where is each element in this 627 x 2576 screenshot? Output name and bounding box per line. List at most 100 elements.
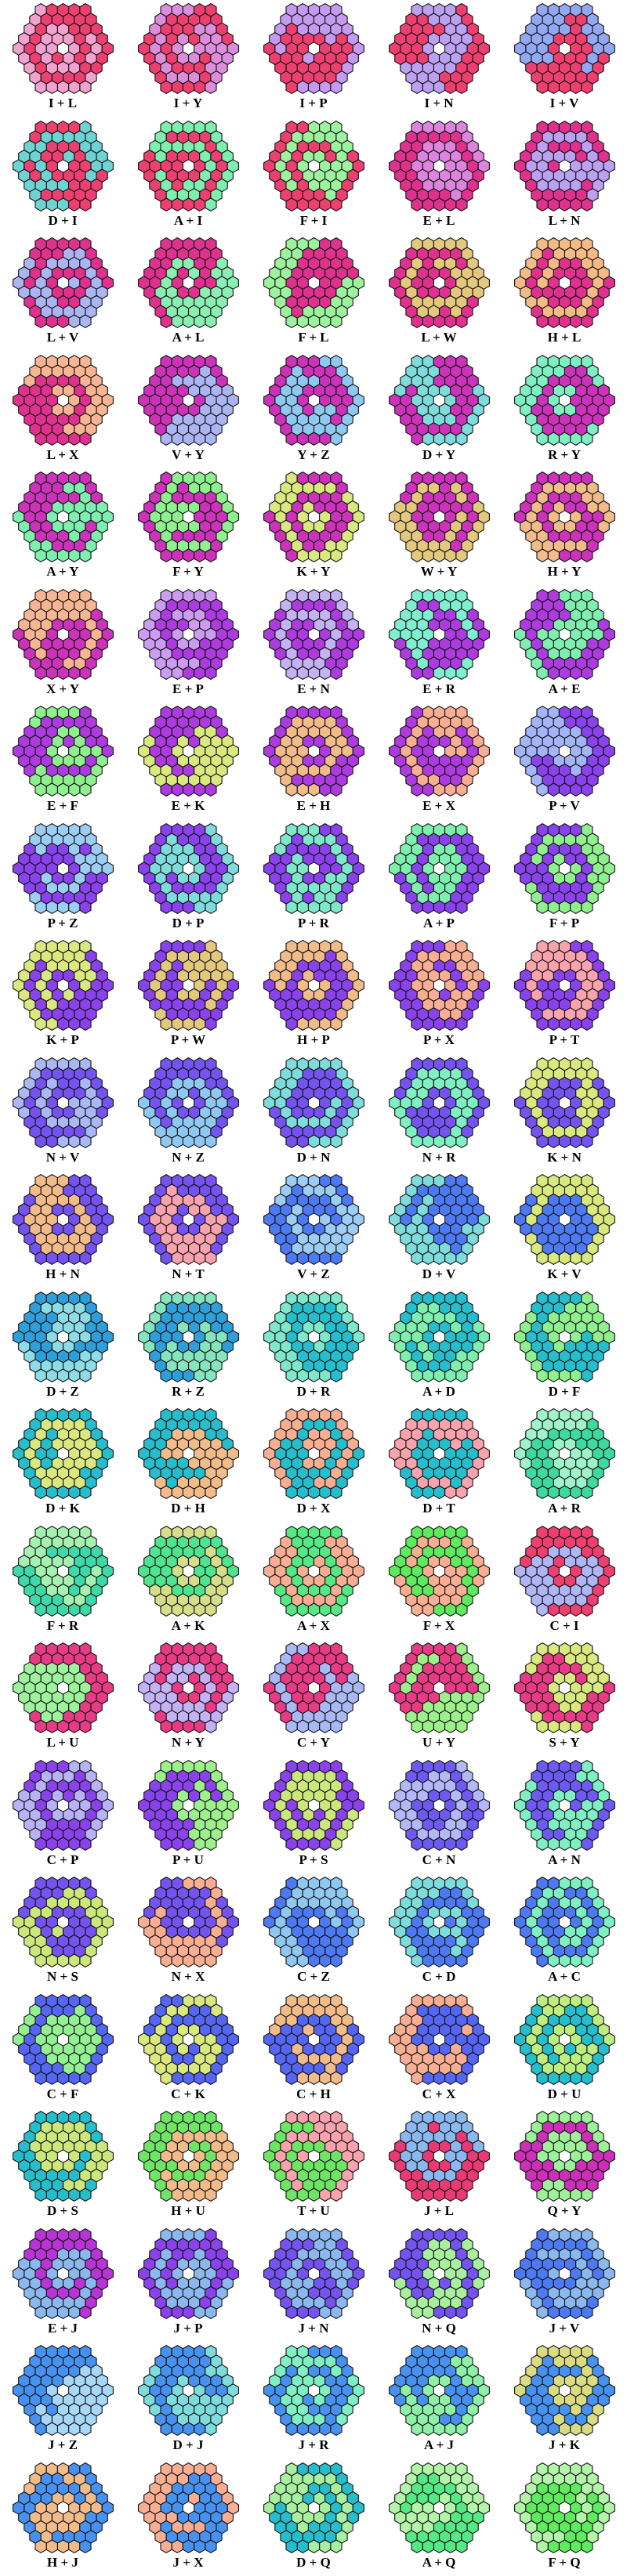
hex-cell	[307, 1836, 320, 1851]
tiling-E+H: E + H	[251, 703, 376, 820]
hex-cell	[101, 744, 114, 758]
hex-cell	[285, 120, 298, 135]
hex-cell	[466, 646, 479, 660]
hex-cell	[444, 782, 456, 797]
hex-cell	[56, 354, 69, 369]
hex-cell	[182, 1291, 194, 1306]
hex-cell	[296, 1525, 309, 1540]
hex-cell	[580, 197, 593, 211]
tiling-A+X: A + X	[251, 1523, 376, 1640]
hex-cell	[444, 1602, 456, 1617]
hex-cell	[159, 1759, 172, 1774]
hex-cell	[182, 1057, 194, 1071]
hexagon-board	[263, 120, 364, 211]
hex-cell	[307, 706, 320, 720]
hex-cell	[296, 1719, 309, 1733]
hex-cell	[182, 548, 194, 562]
hexagon-board	[263, 1759, 364, 1851]
hex-cell	[56, 1525, 69, 1540]
hex-cell	[558, 80, 571, 94]
hex-cell	[404, 129, 418, 144]
tiling-C+Y: C + Y	[251, 1639, 376, 1757]
tiling-L+V: L + V	[0, 234, 125, 352]
hex-cell	[307, 1251, 320, 1265]
hex-cell	[171, 1408, 183, 1422]
hex-cell	[455, 1251, 468, 1265]
hex-cell	[444, 1017, 456, 1031]
hex-cell	[45, 588, 58, 603]
tile-label: L + V	[46, 330, 79, 345]
hex-cell	[56, 80, 69, 94]
hex-cell	[193, 1251, 205, 1265]
hex-cell	[307, 1525, 320, 1540]
hex-cell	[137, 276, 150, 290]
hex-cell	[171, 665, 183, 680]
hex-cell	[558, 354, 571, 369]
hex-cell	[422, 1719, 434, 1733]
hex-cell	[274, 374, 287, 388]
hex-cell	[193, 237, 205, 251]
hex-cell	[67, 471, 80, 486]
hex-cell	[56, 706, 69, 720]
hex-cell	[159, 1525, 172, 1540]
hex-cell	[558, 940, 571, 954]
hex-cell	[45, 548, 58, 562]
hexagon-board	[12, 1525, 114, 1617]
tiling-D+K: D + K	[0, 1405, 125, 1523]
hex-cell	[67, 1525, 80, 1540]
tile-label: D + I	[48, 212, 78, 228]
hex-cell	[444, 120, 456, 135]
hex-cell	[558, 1367, 571, 1382]
hexagon-board	[388, 1525, 490, 1617]
hex-cell	[204, 431, 217, 446]
hex-cell	[455, 1719, 468, 1733]
hex-cell	[455, 665, 468, 680]
hex-cell	[558, 1291, 571, 1306]
hexagon-board	[513, 1174, 615, 1265]
tile-label: P + U	[172, 1852, 204, 1867]
hex-cell	[307, 822, 320, 837]
hex-cell	[159, 1408, 172, 1422]
hex-cell	[171, 899, 183, 914]
tile-label: A + I	[173, 212, 203, 228]
hex-cell	[558, 588, 571, 603]
tile-label: N + Z	[172, 1149, 205, 1165]
hex-cell	[171, 1057, 183, 1071]
hex-cell	[285, 237, 298, 251]
tiling-V+Y: V + Y	[125, 352, 251, 469]
tiling-L+W: L + W	[376, 234, 502, 352]
hex-cell	[569, 940, 582, 954]
hex-cell	[547, 3, 560, 17]
hex-cell	[329, 1251, 342, 1265]
hexagon-board	[388, 3, 490, 94]
hex-cell	[56, 1017, 69, 1031]
hex-cell	[182, 1174, 194, 1188]
hex-cell	[171, 1017, 183, 1031]
hex-cell	[558, 665, 571, 680]
hex-cell	[569, 3, 582, 17]
hex-cell	[193, 548, 205, 562]
hex-cell	[204, 1719, 217, 1733]
hex-cell	[171, 706, 183, 720]
hex-cell	[45, 1133, 58, 1148]
hex-cell	[34, 1174, 47, 1188]
hex-cell	[34, 1759, 47, 1774]
hex-cell	[285, 1174, 298, 1188]
hex-cell	[193, 782, 205, 797]
hex-cell	[296, 1291, 309, 1306]
hex-cell	[318, 1719, 331, 1733]
hex-cell	[193, 120, 205, 135]
hexagon-board	[513, 588, 615, 680]
hex-cell	[45, 1602, 58, 1617]
hexagon-board	[513, 1057, 615, 1148]
tiling-K+N: K + N	[502, 1054, 627, 1172]
hex-cell	[547, 1057, 560, 1071]
tiling-F+L: F + L	[251, 234, 376, 352]
hex-cell	[466, 374, 479, 388]
tiling-F+R: F + R	[0, 1523, 125, 1640]
hex-cell	[422, 1408, 434, 1422]
hex-cell	[67, 1836, 80, 1851]
hex-cell	[45, 1485, 58, 1499]
hex-cell	[472, 1202, 484, 1217]
hex-cell	[279, 305, 292, 319]
